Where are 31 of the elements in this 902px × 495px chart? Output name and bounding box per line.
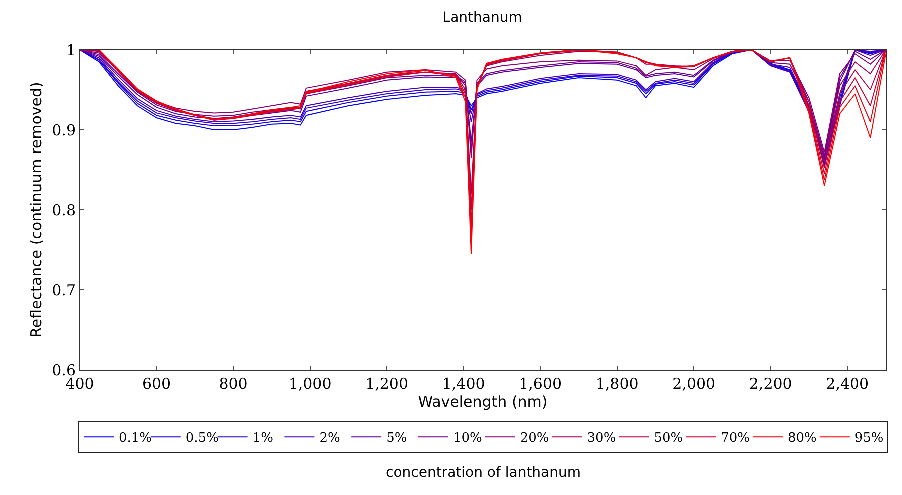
x-tick-label: 1,800 xyxy=(596,375,639,393)
x-tick-label: 600 xyxy=(142,375,172,393)
legend-label: 30% xyxy=(587,431,616,446)
legend-label: 5% xyxy=(386,431,408,446)
y-tick-label: 0.9 xyxy=(52,121,76,140)
legend-label: 1% xyxy=(252,431,274,446)
x-tick-label: 1,200 xyxy=(366,375,409,393)
legend-label: 50% xyxy=(654,431,684,446)
legend-label: 80% xyxy=(788,431,817,446)
x-tick-label: 400 xyxy=(66,375,94,393)
y-tick-label: 0.8 xyxy=(52,201,76,220)
legend-label: 95% xyxy=(854,431,884,446)
x-tick-label: 1,600 xyxy=(519,375,562,393)
chart-title: Lanthanum xyxy=(442,10,522,26)
x-tick-label: 800 xyxy=(219,375,248,393)
y-axis-title: Reflectance (continuum removed) xyxy=(27,82,46,338)
x-axis-title: Wavelength (nm) xyxy=(418,393,548,411)
legend-label: 0.5% xyxy=(186,431,219,446)
legend-label: 20% xyxy=(520,431,550,446)
x-tick-label: 2,400 xyxy=(826,375,870,393)
x-tick-label: 2,000 xyxy=(672,375,716,393)
legend-label: 70% xyxy=(721,431,750,446)
legend-title: concentration of lanthanum xyxy=(386,465,582,481)
legend-label: 2% xyxy=(320,431,340,446)
legend-label: 0.1% xyxy=(119,431,152,446)
x-tick-label: 1,400 xyxy=(442,375,486,393)
y-tick-label: 1 xyxy=(66,41,76,60)
legend-label: 10% xyxy=(453,431,482,446)
y-tick-label: 0.7 xyxy=(52,281,76,300)
x-tick-label: 2,200 xyxy=(749,375,792,393)
x-tick-label: 1,000 xyxy=(288,375,332,393)
